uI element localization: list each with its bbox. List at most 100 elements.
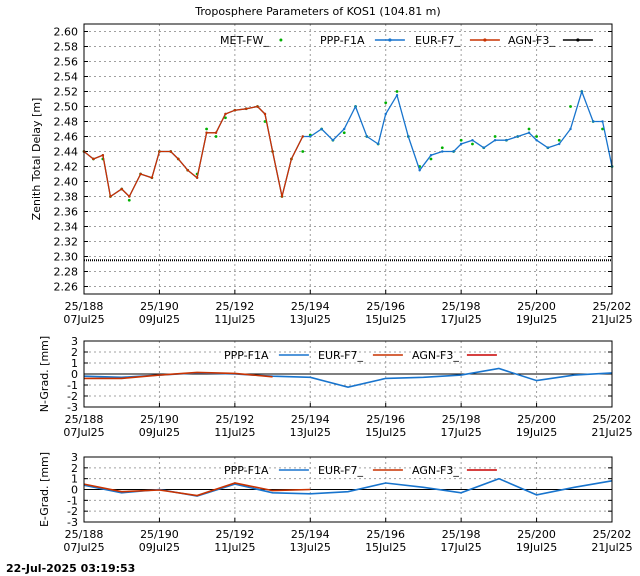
x-tick-label: 25/188 bbox=[65, 413, 104, 426]
series-point bbox=[158, 150, 161, 153]
y-tick-label: 2 bbox=[71, 462, 78, 475]
series-point bbox=[150, 176, 154, 179]
series-point bbox=[482, 146, 485, 149]
x-tick-date: 09Jul25 bbox=[139, 426, 180, 439]
series-point bbox=[395, 90, 399, 93]
series-point bbox=[365, 135, 369, 138]
series-point bbox=[271, 150, 274, 153]
x-tick-date: 13Jul25 bbox=[290, 313, 331, 326]
legend-label: EUR-F7_ bbox=[415, 34, 460, 47]
x-tick-date: 15Jul25 bbox=[365, 426, 406, 439]
x-tick-date: 09Jul25 bbox=[139, 313, 180, 326]
legend-label: PPP-F1A bbox=[224, 464, 269, 477]
series-point bbox=[342, 131, 346, 135]
x-tick-label: 25/194 bbox=[291, 413, 330, 426]
x-tick-date: 13Jul25 bbox=[290, 426, 331, 439]
y-axis-label: Zenith Total Delay [m] bbox=[30, 98, 43, 221]
panel-1: 2.26 2.28 2.30 2.32 2.34 2.36 2.38 2.40 2.42 2.44… bbox=[30, 23, 633, 326]
series-point bbox=[535, 135, 538, 138]
timestamp: 22-Jul-2025 03:19:53 bbox=[6, 562, 135, 575]
y-tick-label: 2.36 bbox=[54, 206, 79, 219]
legend-label: EUR-F7_ bbox=[318, 464, 363, 477]
x-tick-label: 25/198 bbox=[442, 300, 481, 313]
x-tick-label: 25/192 bbox=[216, 528, 255, 541]
x-tick-date: 09Jul25 bbox=[139, 541, 180, 554]
series-line bbox=[83, 482, 311, 497]
y-tick-label: 2.28 bbox=[54, 266, 79, 279]
legend-swatch-marker bbox=[483, 38, 487, 42]
series-point bbox=[205, 127, 208, 131]
y-tick-label: 2.38 bbox=[54, 191, 79, 204]
y-tick-label: 2.46 bbox=[54, 131, 79, 144]
y-tick-label: 2.32 bbox=[54, 236, 79, 249]
series-point bbox=[139, 172, 142, 176]
series-point bbox=[120, 187, 123, 191]
legend-swatch-marker bbox=[388, 38, 392, 42]
x-tick-label: 25/190 bbox=[140, 413, 179, 426]
y-tick-label: -1 bbox=[67, 494, 78, 507]
series-point bbox=[557, 138, 561, 142]
series-point bbox=[354, 105, 357, 108]
series-point bbox=[505, 139, 508, 142]
x-tick-date: 07Jul25 bbox=[63, 426, 104, 439]
series-point bbox=[309, 135, 312, 138]
x-tick-date: 17Jul25 bbox=[441, 426, 482, 439]
y-tick-label: 2.48 bbox=[54, 116, 79, 129]
series-point bbox=[92, 157, 95, 161]
x-tick-label: 25/188 bbox=[65, 528, 104, 541]
series-point bbox=[301, 135, 304, 138]
y-tick-label: 2.50 bbox=[54, 101, 79, 114]
x-tick-label: 25/192 bbox=[216, 413, 255, 426]
series-point bbox=[601, 127, 604, 131]
x-tick-label: 25/196 bbox=[366, 300, 405, 313]
x-tick-date: 15Jul25 bbox=[365, 313, 406, 326]
y-tick-label: -3 bbox=[67, 401, 78, 414]
series-point bbox=[263, 112, 267, 116]
series-point bbox=[580, 90, 584, 93]
series-point bbox=[407, 135, 410, 138]
y-tick-label: 2.44 bbox=[54, 146, 79, 159]
series-point bbox=[527, 127, 531, 131]
series-point bbox=[384, 101, 388, 105]
y-tick-label: 1 bbox=[71, 357, 78, 370]
series-point bbox=[546, 146, 550, 149]
series-point bbox=[459, 142, 463, 146]
y-tick-label: -2 bbox=[67, 505, 78, 518]
y-tick-label: 2 bbox=[71, 346, 78, 359]
series-point bbox=[452, 150, 455, 153]
series-point bbox=[527, 131, 531, 134]
series-point bbox=[169, 150, 172, 153]
series-point bbox=[186, 169, 189, 172]
series-point bbox=[591, 120, 595, 123]
series-point bbox=[214, 135, 218, 138]
x-tick-date: 21Jul25 bbox=[591, 426, 632, 439]
x-tick-date: 17Jul25 bbox=[441, 541, 482, 554]
x-tick-label: 25/200 bbox=[517, 528, 556, 541]
y-tick-label: 0 bbox=[71, 484, 78, 497]
series-point bbox=[471, 142, 474, 146]
legend-label: AGN-F3_ bbox=[508, 34, 555, 47]
series-point bbox=[331, 139, 335, 142]
plot-frame bbox=[83, 340, 613, 408]
series-point bbox=[384, 112, 387, 116]
y-tick-label: 2.42 bbox=[54, 161, 79, 174]
plot-frame bbox=[83, 456, 613, 523]
y-axis-label: E-Grad. [mm] bbox=[38, 452, 51, 527]
x-tick-date: 19Jul25 bbox=[516, 426, 557, 439]
x-tick-date: 21Jul25 bbox=[591, 313, 632, 326]
x-tick-date: 07Jul25 bbox=[63, 541, 104, 554]
x-tick-label: 25/196 bbox=[366, 528, 405, 541]
y-tick-label: -2 bbox=[67, 390, 78, 403]
x-tick-label: 25/188 bbox=[65, 300, 104, 313]
y-tick-label: 2.56 bbox=[54, 56, 79, 69]
series-point bbox=[441, 150, 444, 153]
y-tick-label: 2.60 bbox=[54, 26, 79, 39]
y-tick-label: 2.58 bbox=[54, 41, 79, 54]
x-tick-label: 25/194 bbox=[291, 528, 330, 541]
x-tick-label: 25/192 bbox=[216, 300, 255, 313]
y-tick-label: 2.54 bbox=[54, 71, 79, 84]
y-tick-label: 2.40 bbox=[54, 176, 79, 189]
y-tick-label: 2.30 bbox=[54, 251, 79, 264]
